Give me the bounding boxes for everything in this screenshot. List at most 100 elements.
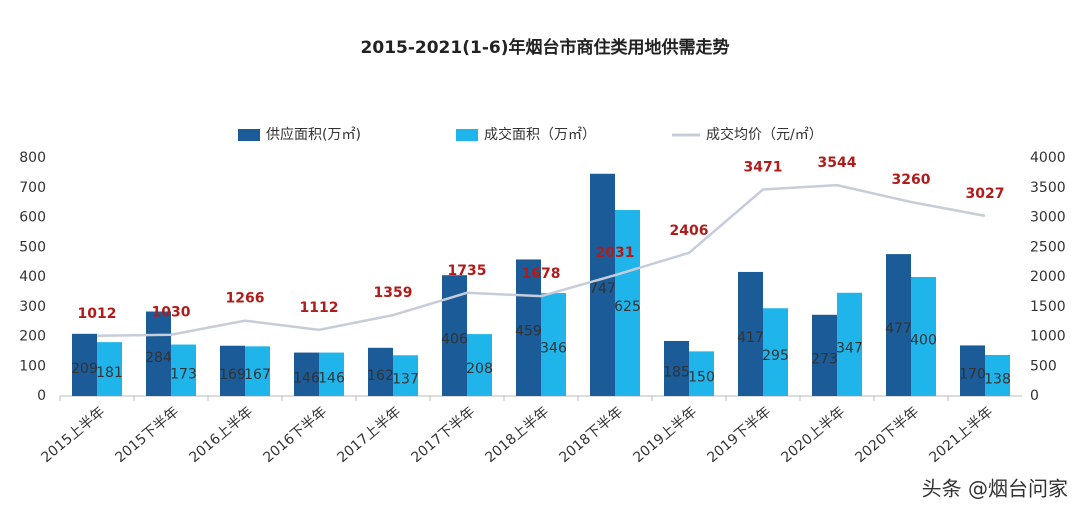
bar — [960, 345, 985, 396]
bar-value-label: 167 — [244, 367, 271, 383]
bar — [294, 352, 319, 396]
legend-label: 成交均价（元/㎡） — [706, 126, 823, 143]
bar-value-label: 406 — [441, 332, 468, 348]
y-tick-label: 700 — [19, 180, 46, 196]
bar — [985, 354, 1010, 396]
line-value-label: 3471 — [744, 159, 783, 175]
x-tick-label: 2018上半年 — [482, 404, 552, 466]
y-tick-label: 200 — [19, 329, 46, 345]
y-tick-label: 600 — [19, 210, 46, 226]
bar-value-label: 146 — [293, 370, 320, 386]
y2-tick-label: 3000 — [1030, 210, 1066, 226]
bar — [245, 346, 270, 396]
bar-value-label: 417 — [737, 330, 764, 346]
line-value-label: 2406 — [670, 223, 709, 239]
bar — [664, 340, 689, 396]
bar — [590, 173, 615, 396]
bar — [393, 355, 418, 396]
x-tick-label: 2015上半年 — [38, 404, 108, 466]
line-value-label: 1735 — [448, 263, 487, 279]
line-value-label: 3544 — [818, 155, 857, 171]
y2-tick-label: 1500 — [1030, 299, 1066, 315]
bar-value-label: 284 — [145, 350, 172, 366]
line-value-label: 1266 — [226, 291, 265, 307]
line-value-label: 1012 — [78, 306, 117, 322]
bar-value-label: 347 — [836, 340, 863, 356]
x-tick-label: 2020下半年 — [852, 404, 922, 466]
y-tick-label: 500 — [19, 239, 46, 255]
y2-tick-label: 2000 — [1030, 269, 1066, 285]
bar-value-label: 170 — [959, 367, 986, 383]
x-tick-label: 2019下半年 — [704, 404, 774, 466]
bar-value-label: 208 — [466, 361, 493, 377]
x-tick-label: 2021上半年 — [926, 404, 996, 466]
x-tick-label: 2019上半年 — [630, 404, 700, 466]
bar — [763, 308, 788, 396]
watermark: 头条 @烟台问家 — [922, 477, 1068, 501]
y-tick-label: 300 — [19, 299, 46, 315]
x-tick-label: 2016下半年 — [260, 404, 330, 466]
x-tick-label: 2017下半年 — [408, 404, 478, 466]
y-tick-label: 400 — [19, 269, 46, 285]
x-tick-label: 2020上半年 — [778, 404, 848, 466]
y-tick-label: 100 — [19, 358, 46, 374]
x-tick-label: 2018下半年 — [556, 404, 626, 466]
bar — [886, 254, 911, 396]
bar — [319, 352, 344, 396]
bar-value-label: 146 — [318, 370, 345, 386]
bar-value-label: 137 — [392, 372, 419, 388]
bar — [541, 293, 566, 396]
y2-tick-label: 0 — [1030, 388, 1039, 404]
bar-value-label: 150 — [688, 370, 715, 386]
bar — [689, 351, 714, 396]
bar-value-label: 173 — [170, 366, 197, 382]
legend-swatch — [238, 129, 260, 141]
x-tick-label: 2015下半年 — [112, 404, 182, 466]
y2-tick-label: 500 — [1030, 358, 1057, 374]
line-value-label: 3027 — [966, 186, 1005, 202]
bar-value-label: 181 — [96, 365, 123, 381]
y2-tick-label: 2500 — [1030, 239, 1066, 255]
bar — [72, 333, 97, 396]
bar-value-label: 295 — [762, 348, 789, 364]
y-tick-label: 800 — [19, 150, 46, 166]
bar — [837, 292, 862, 396]
bar — [368, 347, 393, 396]
line-value-label: 1359 — [374, 285, 413, 301]
bar-value-label: 346 — [540, 341, 567, 357]
legend-label: 供应面积(万㎡) — [266, 126, 361, 143]
bar-value-label: 625 — [614, 299, 641, 315]
bar-value-label: 459 — [515, 324, 542, 340]
x-tick-label: 2016上半年 — [186, 404, 256, 466]
bar-value-label: 162 — [367, 368, 394, 384]
y-tick-label: 0 — [37, 388, 46, 404]
bar — [615, 210, 640, 396]
line — [96, 183, 986, 338]
y2-tick-label: 1000 — [1030, 329, 1066, 345]
legend-swatch — [456, 129, 478, 141]
bar — [467, 334, 492, 396]
bar-value-label: 185 — [663, 364, 690, 380]
chart-title: 2015-2021(1-6)年烟台市商住类用地供需走势 — [361, 37, 730, 58]
y2-tick-label: 3500 — [1030, 180, 1066, 196]
y2-tick-label: 4000 — [1030, 150, 1066, 166]
line-value-label: 1030 — [152, 305, 191, 321]
bar-value-label: 747 — [589, 281, 616, 297]
bar — [911, 277, 936, 396]
bar-value-label: 273 — [811, 351, 838, 367]
line-value-label: 2031 — [596, 245, 635, 261]
bar — [812, 314, 837, 396]
bar — [220, 345, 245, 396]
bar-value-label: 138 — [984, 371, 1011, 387]
bar — [146, 311, 171, 396]
bar-value-label: 209 — [71, 361, 98, 377]
bar — [97, 342, 122, 396]
legend-label: 成交面积（万㎡） — [484, 126, 596, 143]
line-value-label: 1112 — [300, 300, 339, 316]
bar-value-label: 400 — [910, 333, 937, 349]
bar — [516, 259, 541, 396]
line-value-label: 3260 — [892, 172, 931, 188]
line-value-label: 1678 — [522, 266, 561, 282]
bar-value-label: 477 — [885, 321, 912, 337]
